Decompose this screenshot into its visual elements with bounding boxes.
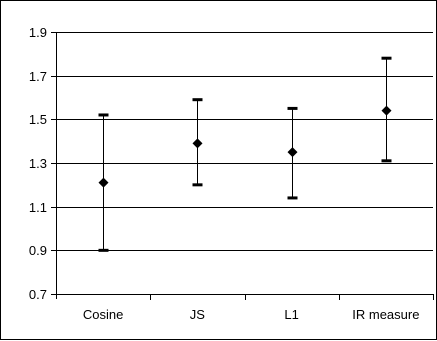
x-tick-label: Cosine bbox=[83, 307, 123, 322]
y-tick-label: 1.5 bbox=[29, 112, 47, 127]
y-tick-labels: 0.7 0.9 1.1 1.3 1.5 1.7 1.9 bbox=[29, 25, 47, 302]
x-tick-label: L1 bbox=[284, 307, 298, 322]
gridlines bbox=[56, 32, 433, 251]
mean-marker bbox=[381, 105, 392, 116]
mean-marker bbox=[287, 147, 298, 158]
y-tick-label: 1.7 bbox=[29, 69, 47, 84]
x-tick-labels: Cosine JS L1 IR measure bbox=[83, 307, 420, 322]
x-tick-label: IR measure bbox=[352, 307, 419, 322]
data-markers bbox=[98, 105, 392, 188]
y-tick-label: 1.3 bbox=[29, 156, 47, 171]
y-tick-label: 0.9 bbox=[29, 243, 47, 258]
error-bars bbox=[98, 56, 392, 252]
y-tick-label: 1.1 bbox=[29, 200, 47, 215]
mean-marker bbox=[98, 177, 109, 188]
y-tick-label: 1.9 bbox=[29, 25, 47, 40]
axes bbox=[51, 32, 434, 300]
y-tick-label: 0.7 bbox=[29, 287, 47, 302]
mean-marker bbox=[192, 138, 203, 149]
x-tick-label: JS bbox=[190, 307, 206, 322]
